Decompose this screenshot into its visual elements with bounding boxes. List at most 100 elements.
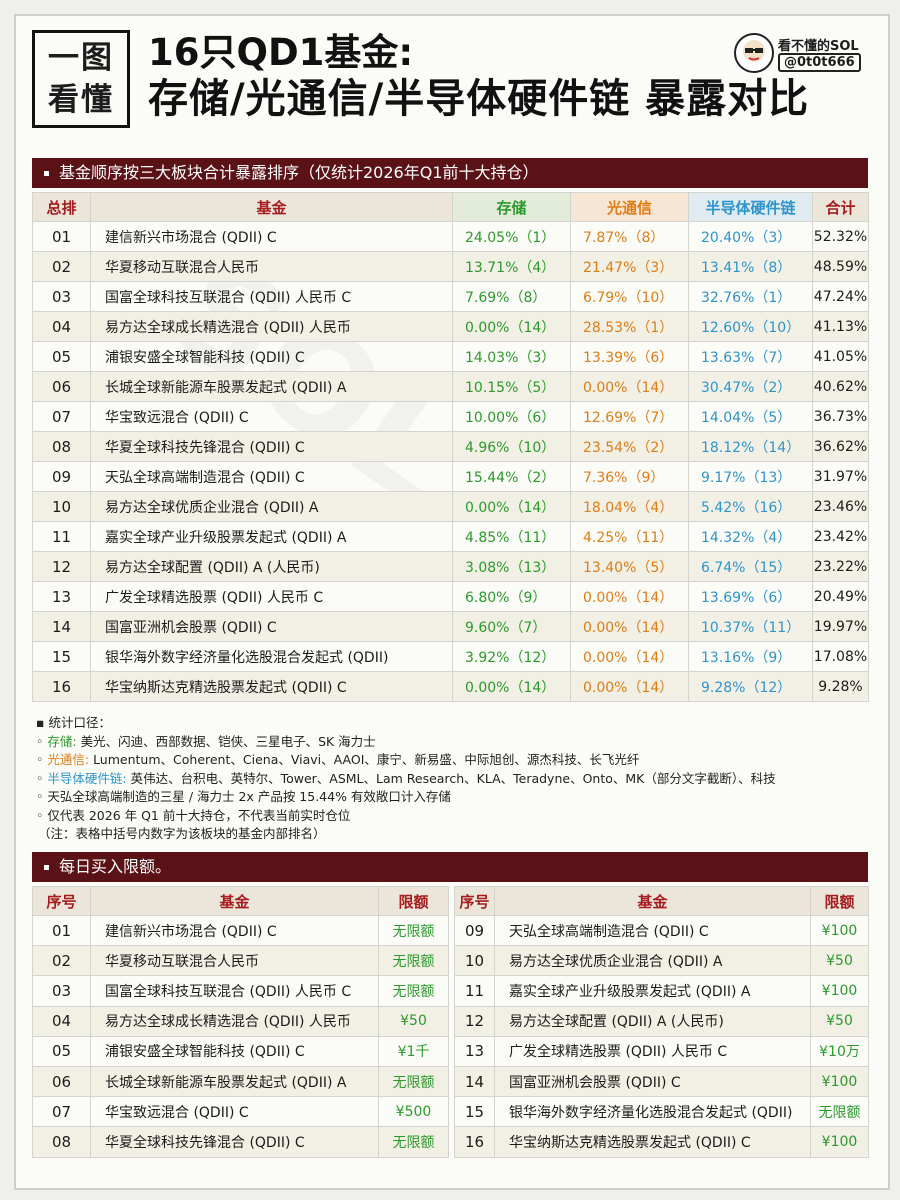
rank-cell: 14	[32, 611, 91, 642]
optical-cell: 13.40%（5）	[570, 551, 689, 582]
badge-line2: 看懂	[48, 82, 114, 118]
table-row: 04 易方达全球成长精选混合 (QDII) 人民币 0.00%（14） 28.53%（…	[32, 311, 869, 342]
rank-cell: 11	[32, 521, 91, 552]
table-header-row: 序号 基金 限额	[454, 886, 869, 916]
col-semi: 半导体硬件链	[688, 192, 813, 222]
semi-cell: 13.69%（6）	[688, 581, 813, 612]
badge-line1: 一图	[48, 40, 114, 76]
semi-cell: 9.28%（12）	[688, 671, 813, 702]
rank-cell: 09	[32, 461, 91, 492]
no-cell: 09	[454, 914, 495, 947]
semi-cell: 13.63%（7）	[688, 341, 813, 372]
storage-cell: 0.00%（14）	[452, 671, 571, 702]
fund-cell: 天弘全球高端制造混合 (QDII) C	[90, 461, 453, 492]
total-cell: 48.59%	[812, 251, 869, 282]
fund-cell: 长城全球新能源车股票发起式 (QDII) A	[90, 371, 453, 402]
notes-semi-key: 半导体硬件链:	[47, 770, 127, 786]
table-row: 05 浦银安盛全球智能科技 (QDII) C ¥1千	[32, 1035, 449, 1067]
fund-cell: 华夏全球科技先锋混合 (QDII) C	[90, 431, 453, 462]
table-row: 02 华夏移动互联混合人民币 无限额	[32, 945, 449, 977]
fund-cell: 易方达全球优质企业混合 (QDII) A	[494, 945, 811, 977]
table-row: 04 易方达全球成长精选混合 (QDII) 人民币 ¥50	[32, 1005, 449, 1037]
rank-cell: 13	[32, 581, 91, 612]
fund-cell: 华夏移动互联混合人民币	[90, 945, 379, 977]
col-total: 合计	[812, 192, 869, 222]
rank-cell: 03	[32, 281, 91, 312]
table-row: 14 国富亚洲机会股票 (QDII) C 9.60%（7） 0.00%（14） 10.3…	[32, 611, 869, 642]
fund-cell: 银华海外数字经济量化选股混合发起式 (QDII)	[494, 1096, 811, 1128]
rank-cell: 16	[32, 671, 91, 702]
fund-cell: 易方达全球配置 (QDII) A (人民币)	[494, 1005, 811, 1037]
col-limit: 限额	[378, 886, 449, 916]
fund-cell: 建信新兴市场混合 (QDII) C	[90, 221, 453, 252]
fund-cell: 广发全球精选股票 (QDII) 人民币 C	[494, 1035, 811, 1067]
fund-cell: 华宝致远混合 (QDII) C	[90, 401, 453, 432]
total-cell: 36.73%	[812, 401, 869, 432]
semi-cell: 13.41%（8）	[688, 251, 813, 282]
fund-cell: 华宝纳斯达克精选股票发起式 (QDII) C	[494, 1126, 811, 1158]
section1-header: 基金顺序按三大板块合计暴露排序（仅统计2026年Q1前十大持仓）	[32, 158, 868, 188]
table-row: 11 嘉实全球产业升级股票发起式 (QDII) A ¥100	[454, 975, 869, 1007]
no-cell: 08	[32, 1126, 91, 1158]
limit-cell: ¥50	[810, 1005, 869, 1037]
no-cell: 15	[454, 1096, 495, 1128]
total-cell: 52.32%	[812, 221, 869, 252]
rank-cell: 10	[32, 491, 91, 522]
optical-cell: 7.36%（9）	[570, 461, 689, 492]
fund-cell: 浦银安盛全球智能科技 (QDII) C	[90, 1035, 379, 1067]
no-cell: 04	[32, 1005, 91, 1037]
fund-cell: 建信新兴市场混合 (QDII) C	[90, 914, 379, 947]
limit-table-left: 序号 基金 限额 01 建信新兴市场混合 (QDII) C 无限额 02 华夏移动互联混…	[32, 886, 449, 1158]
storage-cell: 0.00%（14）	[452, 491, 571, 522]
table-row: 08 华夏全球科技先锋混合 (QDII) C 无限额	[32, 1126, 449, 1158]
total-cell: 31.97%	[812, 461, 869, 492]
semi-cell: 18.12%（14）	[688, 431, 813, 462]
col-storage: 存储	[452, 192, 571, 222]
storage-cell: 14.03%（3）	[452, 341, 571, 372]
col-fund: 基金	[90, 192, 453, 222]
storage-cell: 3.92%（12）	[452, 641, 571, 672]
storage-cell: 10.15%（5）	[452, 371, 571, 402]
total-cell: 19.97%	[812, 611, 869, 642]
table-row: 12 易方达全球配置 (QDII) A (人民币) ¥50	[454, 1005, 869, 1037]
rank-cell: 04	[32, 311, 91, 342]
semi-cell: 6.74%（15）	[688, 551, 813, 582]
optical-cell: 0.00%（14）	[570, 581, 689, 612]
fund-cell: 国富亚洲机会股票 (QDII) C	[494, 1065, 811, 1098]
table-row: 14 国富亚洲机会股票 (QDII) C ¥100	[454, 1065, 869, 1098]
col-fund: 基金	[494, 886, 811, 916]
section2-header: 每日买入限额。	[32, 852, 868, 882]
optical-cell: 0.00%（14）	[570, 611, 689, 642]
table-row: 01 建信新兴市场混合 (QDII) C 无限额	[32, 914, 449, 947]
no-cell: 02	[32, 945, 91, 977]
optical-cell: 0.00%（14）	[570, 641, 689, 672]
semi-cell: 10.37%（11）	[688, 611, 813, 642]
optical-cell: 13.39%（6）	[570, 341, 689, 372]
optical-cell: 23.54%（2）	[570, 431, 689, 462]
table-row: 07 华宝致远混合 (QDII) C ¥500	[32, 1096, 449, 1128]
semi-cell: 14.32%（4）	[688, 521, 813, 552]
rank-cell: 05	[32, 341, 91, 372]
limit-cell: ¥100	[810, 1126, 869, 1158]
rank-cell: 08	[32, 431, 91, 462]
limit-cell: 无限额	[378, 945, 449, 977]
table-row: 07 华宝致远混合 (QDII) C 10.00%（6） 12.69%（7） 14.04…	[32, 401, 869, 432]
table-row: 06 长城全球新能源车股票发起式 (QDII) A 无限额	[32, 1065, 449, 1098]
fund-cell: 华夏移动互联混合人民币	[90, 251, 453, 282]
optical-cell: 18.04%（4）	[570, 491, 689, 522]
limit-cell: ¥500	[378, 1096, 449, 1128]
table-row: 15 银华海外数字经济量化选股混合发起式 (QDII) 无限额	[454, 1096, 869, 1128]
note-3: （注：表格中括号内数字为该板块的基金内部排名）	[38, 826, 326, 841]
rank-cell: 02	[32, 251, 91, 282]
table-row: 13 广发全球精选股票 (QDII) 人民币 C 6.80%（9） 0.00%（14）…	[32, 581, 869, 612]
fund-cell: 银华海外数字经济量化选股混合发起式 (QDII)	[90, 641, 453, 672]
fund-cell: 易方达全球成长精选混合 (QDII) 人民币	[90, 1005, 379, 1037]
fund-cell: 易方达全球成长精选混合 (QDII) 人民币	[90, 311, 453, 342]
no-cell: 16	[454, 1126, 495, 1158]
no-cell: 10	[454, 945, 495, 977]
semi-cell: 9.17%（13）	[688, 461, 813, 492]
notes-semi-text: 英伟达、台积电、英特尔、Tower、ASML、Lam Research、KLA、…	[130, 770, 776, 786]
semi-cell: 14.04%（5）	[688, 401, 813, 432]
fund-cell: 广发全球精选股票 (QDII) 人民币 C	[90, 581, 453, 612]
storage-cell: 10.00%（6）	[452, 401, 571, 432]
